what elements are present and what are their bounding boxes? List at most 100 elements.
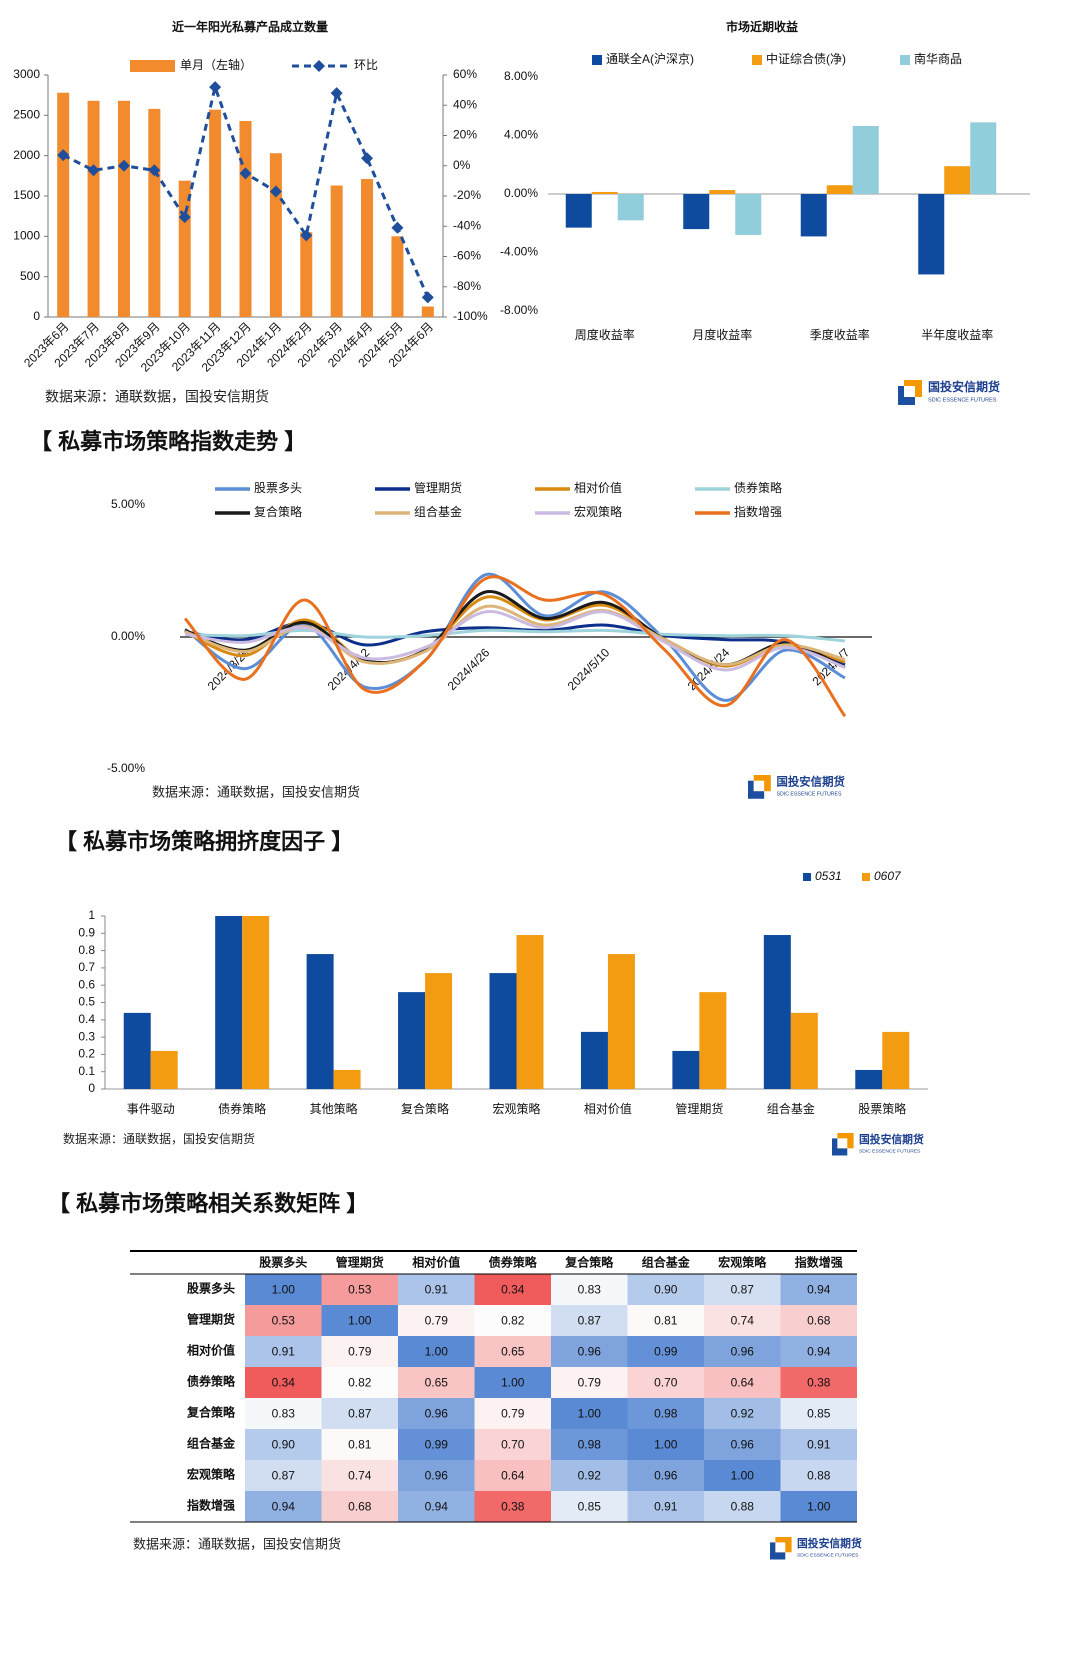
legend-label: 0531 [815,869,842,883]
marker [117,159,130,172]
row-label: 管理期货 [187,1312,235,1327]
table-cell [780,1305,857,1336]
cell-value: 0.99 [654,1345,678,1359]
legend-label: 组合基金 [414,504,462,519]
table-cell [398,1305,475,1336]
y-tick-label: 0 [33,309,40,323]
cell-value: 1.00 [578,1407,602,1421]
bar [425,973,453,1089]
bar [215,916,243,1089]
table-cell [627,1398,704,1429]
legend-label: 指数增强 [734,504,782,519]
cell-value: 0.94 [272,1500,296,1514]
cell-value: 0.53 [348,1283,372,1297]
bar [790,1012,818,1089]
legend-label: 中证综合债(净) [766,51,846,66]
x-tick-label: 半年度收益率 [921,327,993,342]
table-header: 股票多头 [259,1255,307,1270]
legend-swatch [592,55,602,65]
legend-label: 南华商品 [914,51,962,66]
x-tick-label: 周度收益率 [575,327,635,342]
cell-value: 0.99 [425,1438,449,1452]
y2-tick-label: 0% [453,158,471,172]
logo-icon [904,386,915,397]
row-label: 股票多头 [187,1281,235,1296]
bar [361,179,374,317]
x-tick-label: 管理期货 [675,1101,723,1116]
table-cell [398,1274,475,1305]
cell-value: 0.65 [501,1345,525,1359]
cell-value: 0.96 [731,1345,755,1359]
table-cell [398,1367,475,1398]
cell-value: 0.64 [731,1376,755,1390]
table-cell [780,1429,857,1460]
cell-value: 0.88 [731,1500,755,1514]
cell-value: 0.87 [731,1283,755,1297]
cell-value: 0.90 [654,1283,678,1297]
row-label: 宏观策略 [187,1467,236,1482]
logo-icon [753,780,765,792]
y2-tick-label: -60% [453,249,481,263]
logo: 国投安信期货 SDIC ESSENCE FUTURES [748,775,845,799]
cell-value: 0.34 [272,1376,296,1390]
y2-tick-label: -20% [453,188,481,202]
marker [239,167,252,180]
cell-value: 1.00 [807,1500,831,1514]
legend-swatch [313,60,325,72]
bar [516,935,544,1089]
table-cell [704,1491,781,1522]
bar [330,185,343,317]
table-cell [627,1336,704,1367]
cell-value: 1.00 [501,1376,525,1390]
cell-value: 0.34 [501,1283,525,1297]
y2-tick-label: 40% [453,97,477,111]
y-tick-label: 2000 [13,148,40,162]
table-header: 相对价值 [412,1255,460,1270]
bar [970,122,997,194]
cell-value: 0.79 [348,1345,372,1359]
legend-swatch [130,60,175,72]
table-header: 组合基金 [642,1255,691,1270]
bar [800,194,827,237]
table-cell [551,1491,628,1522]
x-tick-label: 宏观策略 [492,1101,540,1116]
cell-value: 0.74 [731,1314,755,1328]
table-cell [321,1460,398,1491]
y-tick-label: 8.00% [504,69,538,83]
bar [117,100,130,318]
bar [672,1050,700,1089]
legend-label: 0607 [874,869,902,883]
table-header: 指数增强 [795,1255,843,1270]
table-cell [245,1491,322,1522]
legend-label: 宏观策略 [574,504,622,519]
bar [607,954,635,1089]
table-cell [627,1305,704,1336]
bar [489,973,517,1089]
source-note: 数据来源：通联数据，国投安信期货 [45,389,269,405]
bar [421,306,434,317]
marker [269,185,282,198]
y-tick-label: 500 [20,269,40,283]
table-header: 管理期货 [336,1255,384,1270]
table-cell [551,1274,628,1305]
cell-value: 0.53 [272,1314,296,1328]
table-cell [704,1336,781,1367]
logo: 国投安信期货 SDIC ESSENCE FUTURES [832,1132,924,1156]
bar [683,194,710,230]
cell-value: 0.96 [425,1407,449,1421]
x-tick-label: 相对价值 [584,1101,632,1116]
cell-value: 0.70 [654,1376,678,1390]
bar [918,194,945,275]
source-note: 数据来源：通联数据，国投安信期货 [133,1536,341,1551]
cell-value: 0.79 [578,1376,602,1390]
cell-value: 0.79 [501,1407,525,1421]
legend-label: 相对价值 [574,480,622,495]
bar [398,992,426,1089]
bar [333,1069,361,1089]
cell-value: 0.96 [425,1469,449,1483]
table-cell [245,1336,322,1367]
logo-icon [837,1138,848,1149]
bar [148,108,161,317]
cell-value: 0.87 [578,1314,602,1328]
legend-label: 股票多头 [254,481,302,495]
